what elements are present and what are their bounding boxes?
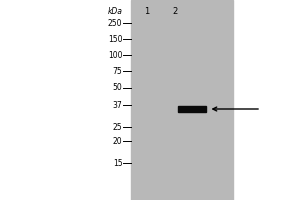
Text: 1: 1 [144, 6, 150, 16]
Text: 75: 75 [113, 66, 122, 75]
Text: 15: 15 [113, 158, 122, 167]
Bar [130, 0, 232, 200]
Text: 100: 100 [108, 50, 122, 60]
Text: 150: 150 [108, 34, 122, 44]
Text: kDa: kDa [107, 6, 122, 16]
Text: 25: 25 [113, 122, 122, 132]
Text: 50: 50 [113, 83, 122, 92]
Text: 20: 20 [113, 136, 122, 146]
Text: 37: 37 [113, 100, 122, 110]
Bar [178, 106, 206, 112]
Text: 2: 2 [173, 6, 178, 16]
Text: 250: 250 [108, 19, 122, 27]
